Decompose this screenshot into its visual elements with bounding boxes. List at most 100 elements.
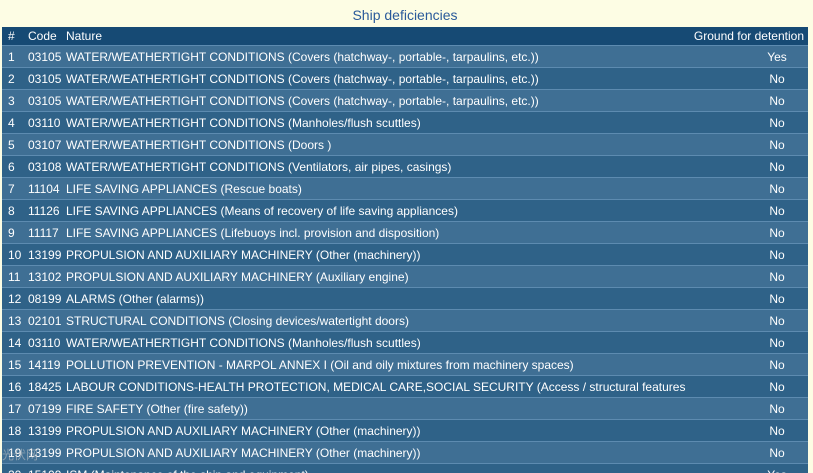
- cell-num: 16: [2, 375, 28, 398]
- table-row: 19 13199 PROPULSION AND AUXILIARY MACHINER…: [2, 441, 808, 464]
- header-code: Code: [28, 27, 66, 46]
- cell-nature: PROPULSION AND AUXILIARY MACHINERY (Othe…: [66, 441, 686, 464]
- cell-nature: WATER/WEATHERTIGHT CONDITIONS (Covers (h…: [66, 89, 686, 112]
- cell-code: 11117: [28, 221, 66, 244]
- header-ground-for-detention: Ground for detention: [686, 27, 808, 46]
- cell-ground-for-detention: No: [686, 133, 808, 156]
- cell-ground-for-detention: No: [686, 221, 808, 244]
- cell-ground-for-detention: No: [686, 265, 808, 288]
- cell-num: 5: [2, 133, 28, 156]
- cell-code: 03105: [28, 67, 66, 90]
- cell-code: 11104: [28, 177, 66, 200]
- cell-num: 1: [2, 45, 28, 68]
- cell-num: 9: [2, 221, 28, 244]
- cell-code: 03110: [28, 331, 66, 354]
- table-row: 17 07199 FIRE SAFETY (Other (fire safety))…: [2, 397, 808, 420]
- cell-ground-for-detention: Yes: [686, 45, 808, 68]
- cell-code: 13102: [28, 265, 66, 288]
- cell-num: 3: [2, 89, 28, 112]
- cell-code: 03105: [28, 45, 66, 68]
- table-row: 11 13102 PROPULSION AND AUXILIARY MACHINER…: [2, 265, 808, 288]
- cell-ground-for-detention: No: [686, 397, 808, 420]
- table-row: 4 03110 WATER/WEATHERTIGHT CONDITIONS (Man…: [2, 111, 808, 134]
- cell-num: 7: [2, 177, 28, 200]
- cell-ground-for-detention: No: [686, 155, 808, 178]
- cell-ground-for-detention: No: [686, 287, 808, 310]
- cell-num: 14: [2, 331, 28, 354]
- table-row: 3 03105 WATER/WEATHERTIGHT CONDITIONS (Cov…: [2, 89, 808, 112]
- cell-nature: STRUCTURAL CONDITIONS (Closing devices/w…: [66, 309, 686, 332]
- cell-nature: LIFE SAVING APPLIANCES (Rescue boats): [66, 177, 686, 200]
- cell-code: 15109: [28, 463, 66, 473]
- table-row: 6 03108 WATER/WEATHERTIGHT CONDITIONS (Ven…: [2, 155, 808, 178]
- table-row: 2015109ISM (Maintenance of the ship and …: [2, 463, 808, 473]
- cell-nature: WATER/WEATHERTIGHT CONDITIONS (Covers (h…: [66, 67, 686, 90]
- table-row: 9 11117 LIFE SAVING APPLIANCES (Lifebuoys …: [2, 221, 808, 244]
- cell-ground-for-detention: No: [686, 309, 808, 332]
- cell-num: 11: [2, 265, 28, 288]
- table-row: 18 13199 PROPULSION AND AUXILIARY MACHINER…: [2, 419, 808, 442]
- cell-ground-for-detention: No: [686, 67, 808, 90]
- cell-nature: ALARMS (Other (alarms)): [66, 287, 686, 310]
- table-row: 14 03110 WATER/WEATHERTIGHT CONDITIONS (Ma…: [2, 331, 808, 354]
- table-row: 13 02101 STRUCTURAL CONDITIONS (Closing de…: [2, 309, 808, 332]
- cell-nature: PROPULSION AND AUXILIARY MACHINERY (Othe…: [66, 243, 686, 266]
- cell-ground-for-detention: No: [686, 419, 808, 442]
- table-row: 15 14119 POLLUTION PREVENTION - MARPOL ANN…: [2, 353, 808, 376]
- cell-nature: WATER/WEATHERTIGHT CONDITIONS (Manholes/…: [66, 111, 686, 134]
- cell-ground-for-detention: No: [686, 199, 808, 222]
- table-row: 10 13199 PROPULSION AND AUXILIARY MACHINER…: [2, 243, 808, 266]
- table-row: 5 03107 WATER/WEATHERTIGHT CONDITIONS (Doo…: [2, 133, 808, 156]
- table-row: 16 18425 LABOUR CONDITIONS-HEALTH PROTECTI…: [2, 375, 808, 398]
- header-num: #: [2, 27, 28, 46]
- cell-nature: WATER/WEATHERTIGHT CONDITIONS (Doors ): [66, 133, 686, 156]
- cell-num: 20: [2, 463, 28, 473]
- cell-num: 18: [2, 419, 28, 442]
- cell-ground-for-detention: No: [686, 89, 808, 112]
- table-row: 1 03105 WATER/WEATHERTIGHT CONDITIONS (Cov…: [2, 45, 808, 68]
- cell-code: 03105: [28, 89, 66, 112]
- cell-code: 03107: [28, 133, 66, 156]
- table-header-row: # Code Nature Ground for detention: [2, 27, 808, 46]
- cell-num: 17: [2, 397, 28, 420]
- cell-ground-for-detention: No: [686, 243, 808, 266]
- cell-num: 8: [2, 199, 28, 222]
- cell-code: 13199: [28, 243, 66, 266]
- cell-code: 14119: [28, 353, 66, 376]
- cell-nature: PROPULSION AND AUXILIARY MACHINERY (Othe…: [66, 419, 686, 442]
- cell-nature: LIFE SAVING APPLIANCES (Lifebuoys incl. …: [66, 221, 686, 244]
- cell-code: 11126: [28, 199, 66, 222]
- cell-code: 03110: [28, 111, 66, 134]
- cell-nature: WATER/WEATHERTIGHT CONDITIONS (Manholes/…: [66, 331, 686, 354]
- cell-nature: WATER/WEATHERTIGHT CONDITIONS (Covers (h…: [66, 45, 686, 68]
- cell-num: 19: [2, 441, 28, 464]
- cell-ground-for-detention: No: [686, 111, 808, 134]
- deficiencies-table: # Code Nature Ground for detention 1 0310…: [2, 27, 808, 473]
- page-title: Ship deficiencies: [352, 7, 458, 23]
- cell-code: 13199: [28, 441, 66, 464]
- cell-nature: LABOUR CONDITIONS-HEALTH PROTECTION, MED…: [66, 375, 686, 398]
- cell-code: 08199: [28, 287, 66, 310]
- cell-code: 07199: [28, 397, 66, 420]
- cell-code: 02101: [28, 309, 66, 332]
- cell-num: 12: [2, 287, 28, 310]
- cell-num: 2: [2, 67, 28, 90]
- cell-nature: POLLUTION PREVENTION - MARPOL ANNEX I (O…: [66, 353, 686, 376]
- cell-num: 4: [2, 111, 28, 134]
- cell-num: 15: [2, 353, 28, 376]
- cell-ground-for-detention: Yes: [686, 463, 808, 473]
- cell-code: 13199: [28, 419, 66, 442]
- table-row: 12 08199 ALARMS (Other (alarms)) No: [2, 287, 808, 310]
- cell-ground-for-detention: No: [686, 177, 808, 200]
- table-row: 7 11104 LIFE SAVING APPLIANCES (Rescue boa…: [2, 177, 808, 200]
- cell-ground-for-detention: No: [686, 375, 808, 398]
- header-nature: Nature: [66, 27, 686, 46]
- table-row: 8 11126 LIFE SAVING APPLIANCES (Means of r…: [2, 199, 808, 222]
- cell-ground-for-detention: No: [686, 353, 808, 376]
- cell-nature: ISM (Maintenance of the ship and equipme…: [66, 463, 686, 473]
- cell-ground-for-detention: No: [686, 441, 808, 464]
- cell-num: 13: [2, 309, 28, 332]
- cell-nature: PROPULSION AND AUXILIARY MACHINERY (Auxi…: [66, 265, 686, 288]
- cell-nature: FIRE SAFETY (Other (fire safety)): [66, 397, 686, 420]
